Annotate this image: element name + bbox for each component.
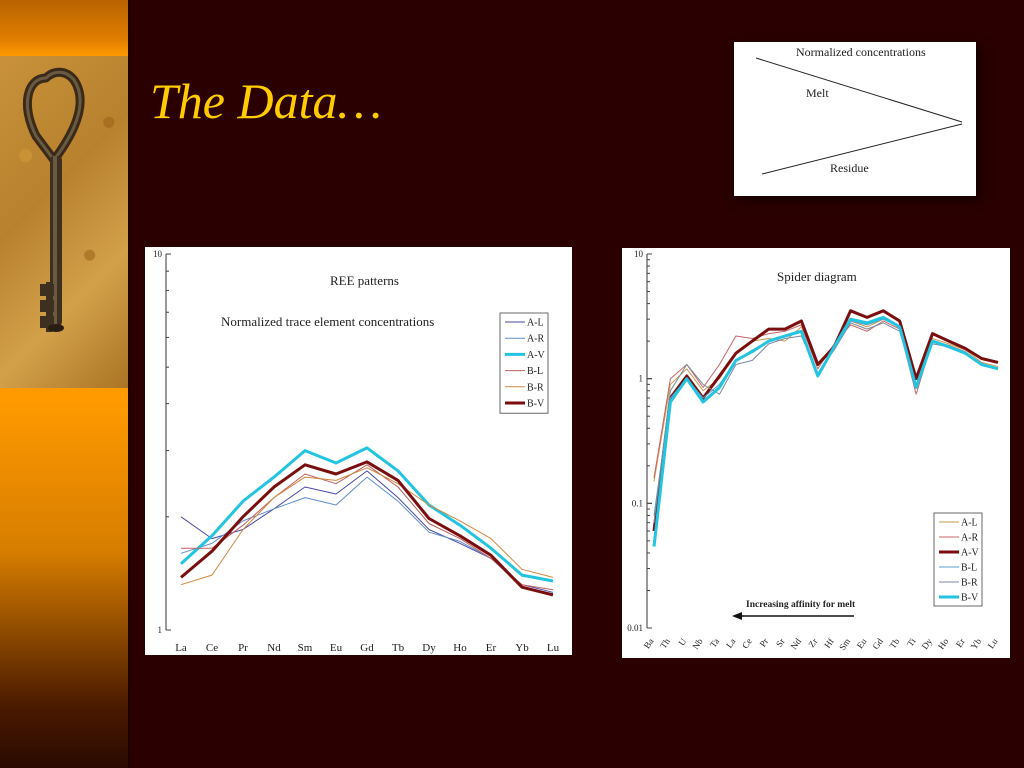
legend-label: A-R [961, 533, 979, 544]
y-tick-label: 0.01 [627, 623, 643, 633]
x-tick-label: Nd [789, 636, 804, 651]
chart-title: Spider diagram [777, 269, 857, 284]
legend-label: A-L [961, 518, 978, 529]
x-tick-label: Ba [642, 636, 656, 650]
x-tick-label: Er [486, 642, 497, 654]
x-tick-label: Lu [986, 636, 1000, 650]
legend-label: B-V [527, 399, 545, 410]
x-tick-label: Gd [870, 636, 885, 651]
x-tick-label: Sm [298, 642, 313, 654]
series-line-a-v [652, 309, 999, 532]
x-tick-label: Gd [360, 642, 374, 654]
x-tick-label: Th [658, 636, 672, 650]
series-line-b-r [180, 467, 554, 586]
series-line-b-r [653, 322, 999, 523]
x-tick-label: Ti [905, 636, 918, 648]
key-icon [22, 67, 85, 332]
affinity-annotation: Increasing affinity for melt [746, 600, 856, 610]
melt-label: Melt [806, 86, 829, 100]
series-line-a-v [179, 446, 554, 583]
series-line-b-v [652, 315, 999, 547]
x-tick-label: Eu [855, 636, 869, 650]
y-tick-label: 1 [158, 625, 163, 635]
melt-diagram-header: Normalized concentrations [796, 45, 926, 59]
legend-label: B-R [961, 578, 978, 589]
x-tick-label: Tb [392, 642, 405, 654]
legend-label: B-L [961, 563, 977, 574]
residue-label: Residue [830, 161, 869, 175]
melt-residue-diagram: Normalized concentrations Melt Residue [734, 42, 976, 196]
sidebar-divider [128, 0, 130, 768]
x-tick-label: Lu [547, 642, 560, 654]
spider-chart-panel: Spider diagram 10 1 0.1 0.01 Ba Th U Nb Ta La Ce Pr… [622, 248, 1010, 658]
legend-box [933, 512, 983, 607]
x-tick-label: Yb [969, 636, 984, 651]
y-tick-label: 10 [634, 249, 644, 259]
key-photo [0, 56, 128, 388]
x-tick-label: Ho [936, 636, 951, 651]
legend-label: A-R [527, 334, 545, 345]
x-tick-label: Nb [690, 636, 705, 651]
spider-chart: Spider diagram 10 1 0.1 0.01 Ba Th U Nb Ta La Ce Pr… [627, 249, 1000, 652]
x-tick-label: Dy [920, 636, 935, 651]
x-tick-label: Pr [758, 636, 771, 648]
x-tick-label: Sm [837, 636, 852, 652]
x-tick-label: La [175, 642, 187, 654]
y-tick-label: 1 [639, 374, 644, 384]
x-tick-label: Hf [822, 636, 836, 650]
y-tick-label: 0.1 [632, 498, 643, 508]
series-line-a-l [180, 470, 554, 593]
affinity-arrowhead [732, 612, 742, 620]
chart-title: REE patterns [330, 273, 399, 288]
x-tick-label: Ce [206, 642, 218, 654]
x-tick-label: Nd [267, 642, 281, 654]
x-tick-label: Ho [453, 642, 467, 654]
legend-box [499, 312, 549, 414]
series-line-b-l [653, 318, 999, 516]
legend-label: B-R [527, 382, 544, 393]
x-tick-label: Ce [740, 636, 754, 650]
legend-label: B-L [527, 366, 543, 377]
ree-chart-panel: REE patterns Normalized trace element co… [145, 247, 572, 655]
residue-line [761, 123, 963, 175]
x-tick-label: Tb [887, 636, 901, 650]
x-tick-label: Eu [330, 642, 343, 654]
sidebar-top-band [0, 0, 128, 56]
chart-subtitle: Normalized trace element concentrations [221, 314, 434, 329]
x-tick-label: Er [954, 636, 967, 649]
x-tick-label: Zr [806, 636, 819, 649]
x-tick-label: Ta [708, 636, 721, 649]
legend-label: A-V [527, 350, 546, 361]
x-tick-label: U [676, 636, 688, 647]
legend-label: A-V [961, 548, 980, 559]
series-line-b-v [180, 460, 554, 597]
x-tick-label: La [724, 636, 738, 650]
y-tick-label: 10 [153, 249, 163, 259]
x-tick-label: Sr [774, 636, 787, 648]
ree-chart: REE patterns Normalized trace element co… [153, 249, 560, 654]
legend-label: A-L [527, 318, 544, 329]
x-tick-label: Pr [238, 642, 248, 654]
series-line-b-l [181, 464, 554, 591]
sidebar-decoration [0, 0, 128, 768]
x-tick-label: Dy [422, 642, 436, 654]
legend-label: B-V [961, 593, 979, 604]
melt-line [755, 57, 963, 123]
x-tick-label: Yb [515, 642, 529, 654]
series-line-a-r [180, 476, 554, 595]
slide-title: The Data… [150, 73, 382, 129]
